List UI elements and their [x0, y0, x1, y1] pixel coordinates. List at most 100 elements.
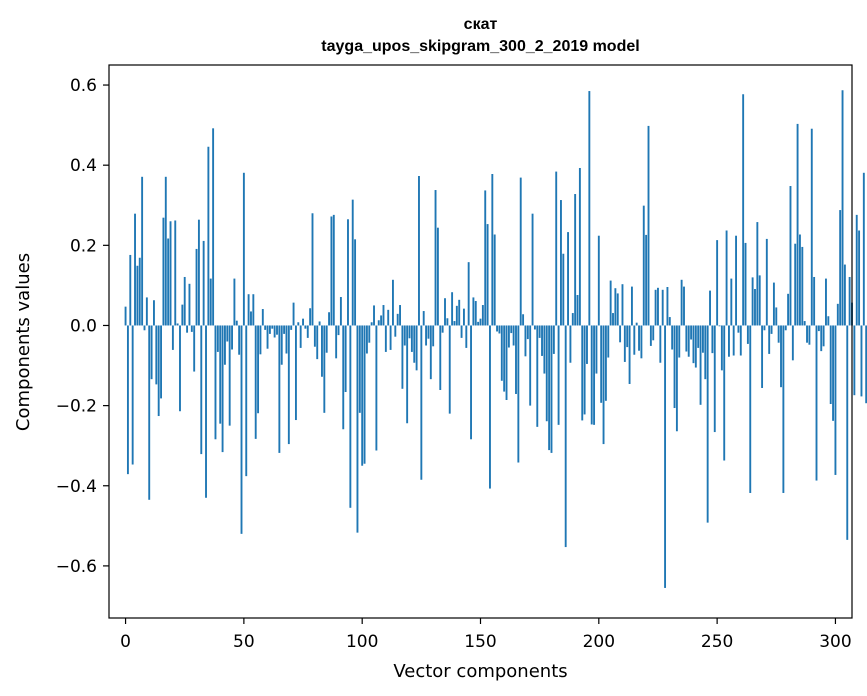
y-tick-label-4: 0.2	[70, 236, 97, 256]
bar-61	[268, 325, 271, 334]
bar-188	[569, 325, 572, 363]
bar-108	[380, 315, 383, 326]
x-tick-label-100: 100	[346, 632, 378, 652]
bar-308	[853, 325, 856, 396]
plot-frame	[108, 64, 853, 619]
bar-30	[195, 248, 198, 326]
bar-80	[313, 325, 316, 347]
bar-249	[713, 325, 716, 433]
bar-208	[616, 293, 619, 326]
bar-64	[276, 325, 278, 335]
bar-6	[138, 257, 141, 326]
bar-38	[214, 325, 217, 440]
bar-101	[363, 325, 366, 464]
x-tick-label-250: 250	[701, 632, 733, 652]
bar-153	[486, 224, 489, 326]
bar-192	[578, 167, 581, 326]
bar-2	[129, 254, 132, 326]
bar-187	[567, 232, 569, 326]
bar-54	[252, 294, 255, 326]
bar-134	[441, 325, 444, 333]
bar-75	[302, 318, 304, 326]
bar-140	[455, 305, 458, 326]
bar-159	[500, 325, 503, 381]
bar-234	[678, 325, 681, 358]
bar-235	[680, 279, 683, 326]
bar-126	[422, 311, 425, 326]
bar-225	[657, 287, 659, 326]
chart-title: скат	[464, 16, 498, 33]
bar-42	[224, 325, 226, 365]
bar-94	[347, 219, 349, 326]
bar-18	[167, 238, 170, 326]
bar-102	[365, 325, 368, 354]
bar-272	[768, 325, 771, 354]
bar-253	[723, 325, 726, 461]
bar-130	[432, 325, 435, 347]
x-tick-label-150: 150	[464, 632, 496, 652]
bar-302	[839, 210, 842, 326]
bar-157	[496, 325, 499, 332]
bar-164	[512, 325, 515, 346]
bar-13	[155, 325, 158, 385]
bar-115	[396, 313, 399, 326]
bar-287	[803, 321, 806, 326]
bar-46	[233, 278, 236, 326]
bar-63	[273, 325, 276, 338]
bar-200	[597, 235, 600, 326]
x-tick-label-50: 50	[233, 632, 255, 652]
bar-83	[321, 325, 323, 377]
bar-163	[510, 325, 513, 334]
bar-190	[574, 194, 577, 326]
bar-79	[311, 213, 314, 326]
bar-276	[777, 325, 780, 343]
bar-141	[458, 299, 461, 326]
bar-273	[770, 325, 773, 334]
bar-161	[505, 325, 508, 400]
bar-229	[666, 287, 669, 326]
bar-216	[635, 322, 638, 326]
bar-58	[261, 309, 264, 326]
bar-251	[718, 325, 721, 327]
bar-210	[621, 284, 624, 326]
bar-233	[675, 325, 678, 432]
bar-209	[619, 325, 622, 343]
bar-189	[571, 313, 574, 326]
bar-28	[190, 325, 193, 332]
bar-199	[595, 325, 598, 374]
bar-230	[668, 317, 671, 326]
bar-201	[600, 325, 603, 403]
bar-212	[626, 325, 629, 348]
bar-262	[744, 242, 747, 326]
bar-222	[649, 325, 652, 346]
bar-242	[697, 325, 700, 348]
bar-96	[351, 199, 354, 326]
bar-87	[330, 216, 333, 326]
bar-238	[687, 325, 690, 357]
bar-90	[337, 325, 340, 336]
bar-145	[467, 262, 470, 326]
bar-151	[481, 305, 484, 326]
bar-112	[389, 325, 392, 350]
bar-109	[382, 305, 385, 326]
bar-297	[827, 316, 830, 326]
bar-205	[609, 280, 612, 326]
bar-119	[406, 325, 409, 424]
bar-48	[238, 325, 241, 355]
bar-220	[645, 234, 648, 326]
bar-0	[124, 306, 127, 326]
bar-181	[552, 325, 555, 354]
bar-289	[808, 325, 811, 345]
bar-20	[171, 325, 174, 350]
bar-103	[368, 325, 371, 343]
bar-86	[328, 312, 330, 326]
bar-128	[427, 325, 430, 339]
bar-183	[557, 325, 560, 425]
bar-1	[126, 325, 129, 475]
bar-21	[174, 220, 177, 326]
bar-258	[735, 235, 737, 326]
x-tick-label-200: 200	[583, 632, 615, 652]
bar-70	[290, 325, 293, 330]
